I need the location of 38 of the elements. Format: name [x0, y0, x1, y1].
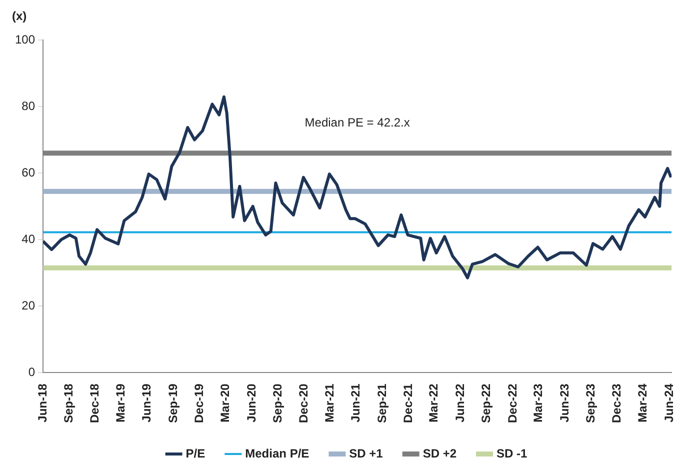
x-tick-label: Mar-21	[322, 383, 336, 422]
x-tick-label: Sep-23	[584, 383, 598, 423]
y-tick-label: 0	[28, 364, 36, 379]
x-tick-label: Jun-23	[557, 383, 572, 422]
x-tick-label: Dec-23	[610, 383, 624, 423]
x-tick-label: Dec-21	[400, 383, 415, 423]
x-tick-label: Jun-21	[348, 383, 363, 422]
legend-label: P/E	[186, 446, 206, 460]
x-tick-label: Jun-19	[140, 383, 154, 422]
x-tick-label: Dec-20	[296, 383, 311, 423]
x-tick-label: Sep-18	[62, 383, 76, 423]
x-tick-label: Sep-19	[166, 383, 180, 423]
x-tick-label: Sep-20	[270, 383, 285, 423]
x-tick-label: Mar-24	[636, 383, 650, 422]
annotation: Median PE = 42.2.x	[304, 115, 410, 130]
x-tick-label: Mar-20	[218, 383, 232, 422]
x-tick-label: Jun-22	[452, 383, 467, 422]
x-tick-label: Jun-18	[35, 383, 50, 422]
legend-label: SD +1	[349, 446, 384, 460]
legend-label: SD +2	[422, 446, 457, 460]
x-tick-label: Jun-20	[244, 383, 258, 422]
x-tick-label: Mar-19	[113, 383, 128, 422]
x-tick-label: Jun-24	[662, 383, 676, 422]
y-tick-label: 80	[22, 98, 36, 113]
legend-label: Median P/E	[245, 446, 310, 460]
x-tick-label: Sep-22	[479, 383, 494, 423]
x-tick-label: Dec-18	[88, 383, 102, 423]
legend-label: SD -1	[496, 446, 528, 460]
x-tick-label: Dec-19	[192, 383, 206, 423]
y-tick-label: 60	[22, 165, 36, 180]
y-tick-label: 100	[14, 32, 36, 46]
y-axis-title: (x)	[12, 9, 27, 23]
x-tick-label: Dec-22	[505, 383, 520, 423]
y-tick-label: 20	[22, 298, 36, 312]
y-tick-label: 40	[22, 232, 36, 246]
x-tick-label: Mar-23	[530, 383, 545, 422]
x-tick-label: Sep-21	[374, 383, 389, 423]
x-tick-label: Mar-22	[426, 383, 441, 422]
